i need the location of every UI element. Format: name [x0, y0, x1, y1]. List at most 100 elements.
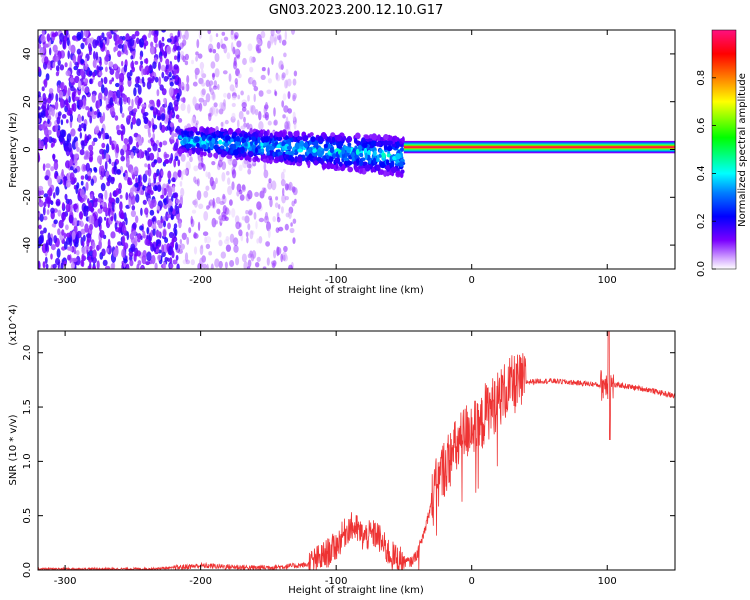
- heatmap-cell: [193, 198, 198, 208]
- heatmap-cell: [210, 263, 214, 269]
- heatmap-cell: [72, 257, 78, 263]
- heatmap-cell: [101, 84, 105, 94]
- heatmap-cell: [204, 128, 209, 135]
- heatmap-cell: [98, 71, 103, 76]
- colorbar-tick-label: 0.0: [696, 261, 707, 277]
- heatmap-cell: [91, 140, 96, 147]
- heatmap-cell: [55, 71, 60, 77]
- heatmap-cell: [66, 236, 71, 245]
- heatmap-cell: [139, 55, 142, 60]
- heatmap-cell: [113, 46, 117, 53]
- heatmap-cell: [84, 133, 88, 143]
- heatmap-cell: [307, 161, 311, 169]
- heatmap-cell: [381, 152, 386, 159]
- heatmap-cell: [108, 61, 114, 68]
- heatmap-cell: [270, 36, 274, 46]
- heatmap-cell: [184, 252, 189, 262]
- heatmap-cell: [62, 39, 66, 49]
- heatmap-cell: [68, 214, 74, 224]
- heatmap-cell: [131, 116, 137, 125]
- heatmap-cell: [46, 33, 51, 42]
- heatmap-cell: [181, 86, 185, 91]
- heatmap-cell: [118, 182, 122, 191]
- heatmap-cell: [271, 180, 277, 191]
- heatmap-cell: [158, 76, 162, 87]
- heatmap-cell: [89, 78, 92, 84]
- heatmap-cell: [57, 209, 62, 217]
- heatmap-cell: [54, 31, 59, 37]
- heatmap-cell: [63, 175, 67, 186]
- heatmap-cell: [91, 93, 96, 103]
- heatmap-cell: [267, 228, 271, 239]
- heatmap-cell: [128, 135, 133, 145]
- heatmap-cell: [162, 229, 167, 238]
- heatmap-cell: [47, 103, 50, 111]
- heatmap-cell: [217, 148, 222, 153]
- heatmap-cell: [91, 256, 97, 264]
- heatmap-cell: [273, 33, 278, 39]
- heatmap-cell: [117, 44, 123, 49]
- heatmap-cell: [214, 220, 218, 225]
- heatmap-cell: [210, 61, 216, 69]
- heatmap-cell: [149, 64, 153, 71]
- heatmap-cell: [285, 79, 289, 89]
- x-tick-label: 100: [598, 576, 617, 587]
- heatmap-cell: [101, 153, 105, 160]
- heatmap-cell: [215, 177, 218, 185]
- heatmap-cell: [73, 136, 78, 143]
- heatmap-cell: [130, 121, 133, 130]
- heatmap-cell: [134, 60, 139, 65]
- heatmap-cell: [43, 78, 48, 88]
- heatmap-cell: [59, 32, 65, 43]
- heatmap-cell: [92, 249, 97, 259]
- heatmap-cell: [373, 150, 377, 157]
- heatmap-cell: [65, 198, 70, 204]
- heatmap-cell: [67, 142, 72, 153]
- heatmap-cell: [153, 172, 157, 181]
- heatmap-cell: [73, 217, 78, 227]
- heatmap-cell: [65, 160, 71, 169]
- heatmap-cell: [209, 80, 214, 86]
- heatmap-cell: [40, 230, 44, 235]
- heatmap-cell: [182, 96, 186, 104]
- heatmap-cell: [214, 258, 220, 268]
- heatmap-cell: [105, 143, 110, 154]
- heatmap-cell: [212, 133, 217, 139]
- heatmap-cell: [101, 248, 106, 257]
- heatmap-cell: [117, 241, 123, 246]
- heatmap-cell: [354, 132, 361, 140]
- heatmap-cell: [136, 250, 141, 257]
- heatmap-cell: [107, 238, 111, 249]
- heatmap-cell: [175, 199, 181, 204]
- heatmap-cell: [166, 38, 172, 43]
- heatmap-cell: [249, 127, 253, 135]
- heatmap-cell: [151, 254, 156, 265]
- snr-y-axis-label: SNR (10 * v/v): [8, 414, 19, 485]
- heatmap-cell: [237, 94, 241, 100]
- heatmap-cell: [364, 152, 368, 160]
- heatmap-cell: [278, 204, 281, 210]
- heatmap-cell: [88, 144, 94, 152]
- heatmap-cell: [103, 87, 109, 97]
- heatmap-cell: [99, 40, 104, 49]
- heatmap-cell: [169, 263, 174, 269]
- heatmap-cell: [207, 30, 211, 35]
- heatmap-cell: [117, 39, 124, 45]
- heatmap-cell: [201, 82, 206, 87]
- heatmap-cell: [159, 55, 163, 63]
- heatmap-cell: [167, 178, 171, 184]
- heatmap-cell: [283, 52, 287, 58]
- heatmap-cell: [267, 78, 272, 84]
- heatmap-cell: [205, 243, 211, 250]
- heatmap-cell: [345, 137, 351, 144]
- heatmap-cell: [42, 261, 46, 269]
- heatmap-cell: [230, 30, 234, 35]
- heatmap-cell: [87, 198, 90, 204]
- heatmap-cell: [77, 115, 82, 123]
- heatmap-cell: [271, 260, 277, 266]
- heatmap-cell: [93, 167, 98, 173]
- heatmap-cell: [185, 83, 190, 92]
- heatmap-cell: [194, 136, 200, 143]
- heatmap-cell: [50, 142, 54, 148]
- heatmap-cell: [160, 219, 164, 224]
